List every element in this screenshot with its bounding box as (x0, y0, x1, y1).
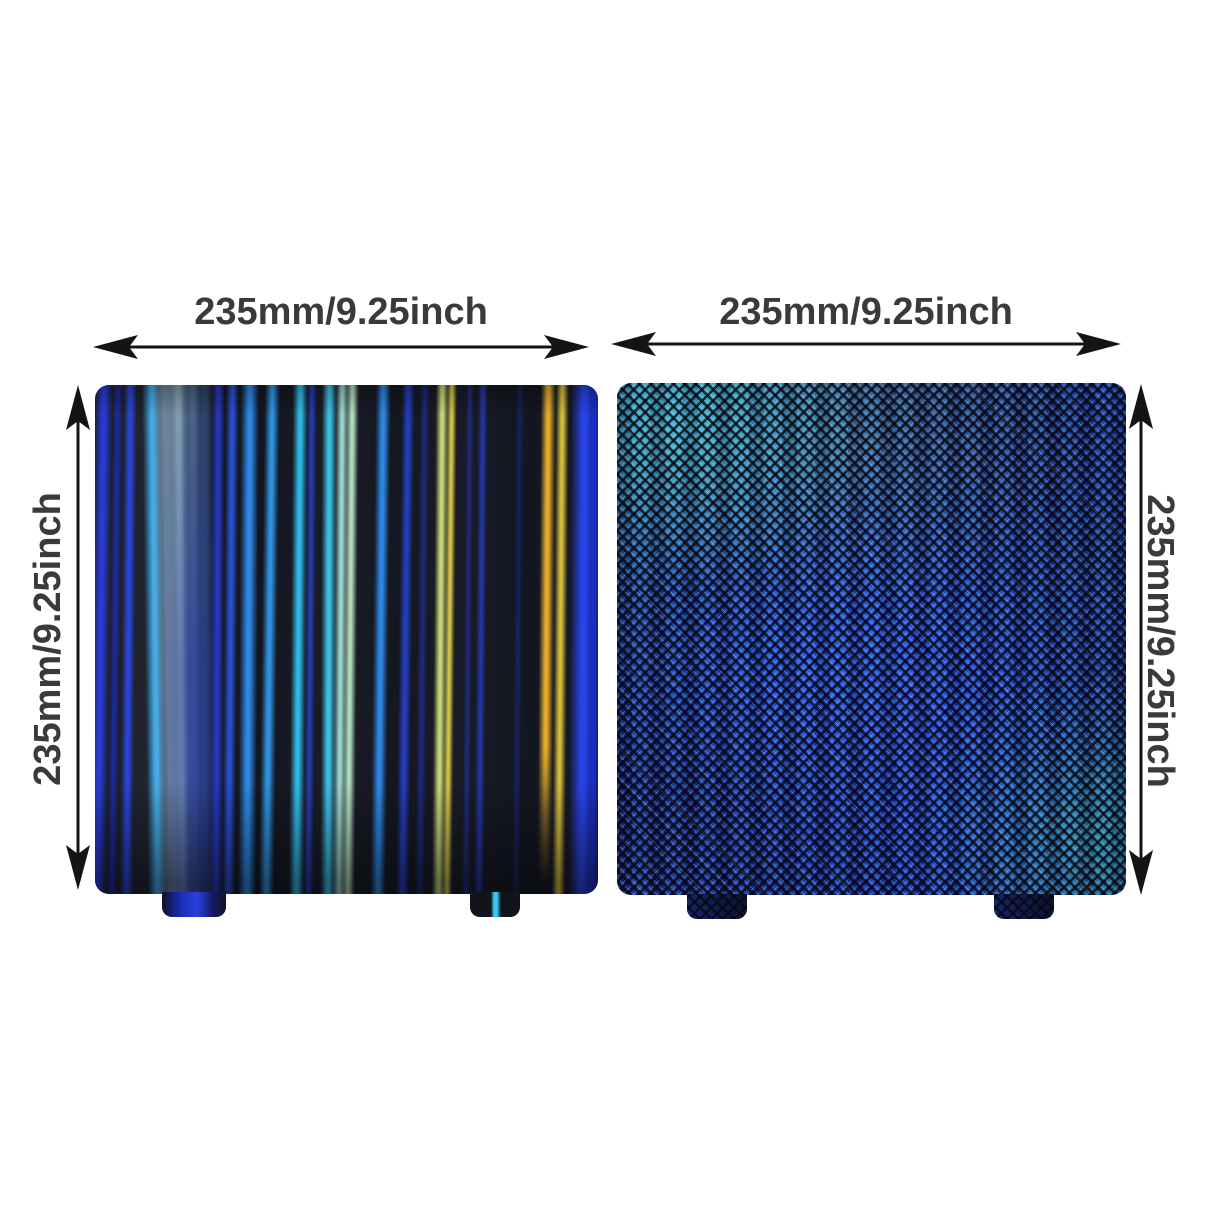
right-plate-tab-2 (994, 894, 1054, 919)
laser-streak (414, 385, 430, 894)
arrowhead-up-icon (66, 385, 90, 430)
laser-streak (462, 385, 474, 894)
dimension-arrow-left-height (66, 385, 90, 890)
laser-streak (512, 385, 524, 894)
laser-streak (119, 385, 137, 894)
arrowhead-left-icon (93, 335, 138, 359)
dimension-label-right-width: 235mm/9.25inch (719, 291, 1013, 333)
laser-streak (585, 385, 598, 894)
laser-streak (473, 385, 488, 894)
dimension-arrow-left-width (93, 335, 589, 359)
dimension-label-left-width: 235mm/9.25inch (194, 291, 488, 333)
left-plate-tab-1 (162, 892, 226, 917)
laser-streak-texture (95, 385, 598, 894)
dimension-arrow-right-width (611, 332, 1121, 356)
arrowhead-down-icon (1129, 850, 1153, 895)
laser-streak (238, 385, 259, 894)
arrowhead-left-icon (611, 332, 656, 356)
arrowhead-up-icon (1129, 384, 1153, 429)
left-plate-tab-2 (470, 892, 520, 917)
laser-streak (395, 385, 415, 894)
right-build-plate (617, 383, 1126, 895)
laser-streak (370, 385, 391, 894)
arrowhead-right-icon (544, 335, 589, 359)
dimension-arrow-right-height (1129, 384, 1153, 895)
arrowhead-right-icon (1076, 332, 1121, 356)
laser-streak (258, 385, 280, 894)
arrowhead-down-icon (66, 845, 90, 890)
right-plate-tab-1 (687, 894, 747, 919)
left-build-plate (95, 385, 598, 894)
